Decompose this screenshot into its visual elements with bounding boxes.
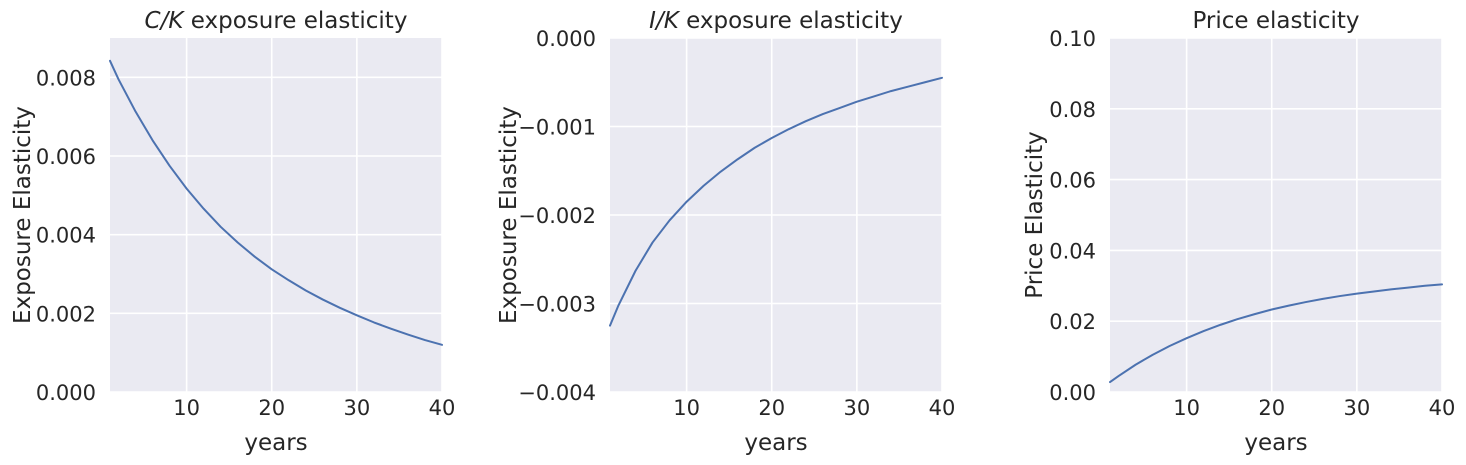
y-tick-label: −0.004	[518, 381, 596, 405]
y-tick-label: 0.08	[1049, 98, 1096, 122]
y-tick-label: 0.06	[1049, 169, 1096, 193]
y-tick-label: 0.002	[36, 302, 96, 326]
y-tick-label: 0.006	[36, 145, 96, 169]
series-line	[609, 76, 943, 327]
x-tick-label: 40	[929, 396, 956, 420]
x-axis-label: years	[744, 430, 807, 456]
x-tick-label: 30	[344, 396, 371, 420]
panel-ck-exposure: 10 20 30 40 0.000 0.002 0.004 0.006 0.008 C/K ex…	[10, 8, 455, 456]
chart-title: I/K exposure elasticity	[649, 8, 903, 34]
y-tick-label: 0.000	[36, 381, 96, 405]
y-tick-label: 0.000	[536, 27, 596, 51]
x-tick-label: 10	[173, 396, 200, 420]
y-tick-label: −0.003	[518, 293, 596, 317]
tick-labels: 10 20 30 40 −0.004 −0.003 −0.002 −0.001 0.000	[518, 27, 955, 420]
y-axis-label: Price Elasticity	[1022, 131, 1048, 299]
y-tick-label: −0.001	[518, 116, 596, 140]
y-axis-label: Exposure Elasticity	[10, 106, 36, 324]
y-tick-label: 0.004	[36, 224, 96, 248]
y-tick-label: 0.02	[1049, 310, 1096, 334]
y-tick-label: 0.04	[1049, 239, 1096, 263]
panel-price-elasticity: 10 20 30 40 0.00 0.02 0.04 0.06 0.08 0.10 Price e…	[1022, 8, 1455, 456]
series-line	[109, 59, 443, 346]
y-tick-label: 0.10	[1049, 27, 1096, 51]
grid	[1110, 37, 1443, 393]
x-tick-label: 10	[1173, 396, 1200, 420]
x-tick-label: 20	[758, 396, 785, 420]
x-tick-label: 40	[1429, 396, 1456, 420]
x-tick-label: 20	[1258, 396, 1285, 420]
panel-ik-exposure: 10 20 30 40 −0.004 −0.003 −0.002 −0.001 0.000 I/…	[496, 8, 955, 456]
x-tick-label: 30	[1344, 396, 1371, 420]
series-line	[1109, 283, 1443, 384]
y-tick-label: −0.002	[518, 204, 596, 228]
x-axis-label: years	[244, 430, 307, 456]
chart-title: C/K exposure elasticity	[145, 8, 408, 34]
chart-title: Price elasticity	[1192, 8, 1359, 34]
y-axis-label: Exposure Elasticity	[496, 106, 522, 324]
y-tick-label: 0.00	[1049, 381, 1096, 405]
y-tick-label: 0.008	[36, 66, 96, 90]
x-axis-label: years	[1244, 430, 1307, 456]
tick-labels: 10 20 30 40 0.00 0.02 0.04 0.06 0.08 0.10	[1049, 27, 1455, 420]
plot-area	[110, 38, 442, 392]
x-tick-label: 20	[258, 396, 285, 420]
grid	[610, 37, 943, 393]
x-tick-label: 10	[673, 396, 700, 420]
tick-labels: 10 20 30 40 0.000 0.002 0.004 0.006 0.008	[36, 66, 455, 420]
x-tick-label: 40	[429, 396, 456, 420]
x-tick-label: 30	[844, 396, 871, 420]
grid	[110, 38, 443, 393]
plot-area	[1110, 38, 1442, 392]
